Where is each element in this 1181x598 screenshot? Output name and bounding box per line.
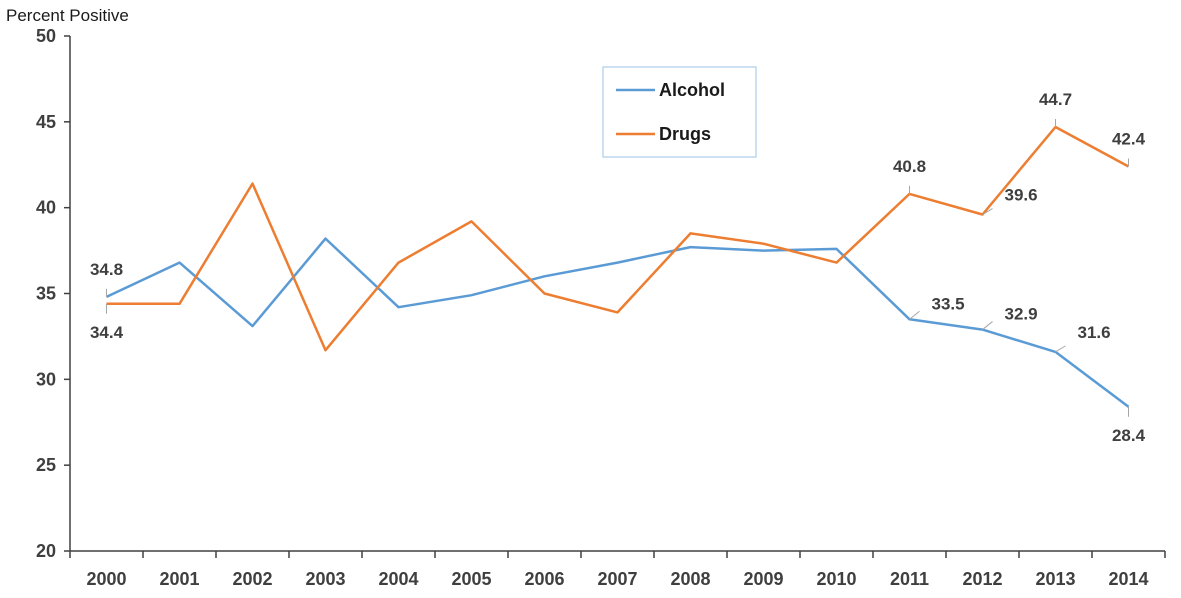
x-tick-label: 2010: [816, 569, 856, 589]
series-line-alcohol: [105, 237, 1130, 408]
y-tick-label: 20: [36, 541, 56, 561]
x-tick-label: 2002: [232, 569, 272, 589]
data-label-leader: [1055, 345, 1066, 353]
legend-label-alcohol: Alcohol: [659, 80, 725, 100]
legend-box: [602, 66, 757, 158]
legend-label-drugs: Drugs: [659, 124, 711, 144]
x-tick-label: 2000: [86, 569, 126, 589]
x-tick-label: 2008: [670, 569, 710, 589]
y-tick-label: 45: [36, 112, 56, 132]
data-label: 32.9: [1005, 305, 1038, 324]
data-label: 31.6: [1078, 323, 1111, 342]
x-tick-label: 2006: [524, 569, 564, 589]
x-tick-label: 2005: [451, 569, 491, 589]
data-label: 40.8: [893, 157, 926, 176]
y-tick-label: 30: [36, 369, 56, 389]
y-tick-label: 50: [36, 26, 56, 46]
x-tick-label: 2007: [597, 569, 637, 589]
x-tick-label: 2009: [743, 569, 783, 589]
data-label-leader: [982, 208, 993, 215]
x-tick-label: 2004: [378, 569, 418, 589]
y-tick-label: 35: [36, 284, 56, 304]
y-tick-label: 25: [36, 455, 56, 475]
data-label: 39.6: [1005, 186, 1038, 205]
data-label: 33.5: [932, 294, 965, 313]
x-tick-label: 2001: [159, 569, 199, 589]
data-label: 28.4: [1112, 426, 1146, 445]
x-tick-label: 2003: [305, 569, 345, 589]
data-label: 44.7: [1039, 90, 1072, 109]
data-label: 34.4: [90, 323, 124, 342]
y-axis-title: Percent Positive: [6, 6, 129, 25]
data-label-leader: [982, 321, 993, 330]
x-tick-label: 2014: [1108, 569, 1148, 589]
x-tick-label: 2013: [1035, 569, 1075, 589]
x-tick-label: 2012: [962, 569, 1002, 589]
y-tick-label: 40: [36, 198, 56, 218]
series-line-drugs: [106, 125, 1130, 352]
data-label-leader: [909, 310, 920, 320]
data-label: 42.4: [1112, 129, 1146, 148]
data-label: 34.8: [90, 260, 123, 279]
x-tick-label: 2011: [890, 569, 929, 589]
